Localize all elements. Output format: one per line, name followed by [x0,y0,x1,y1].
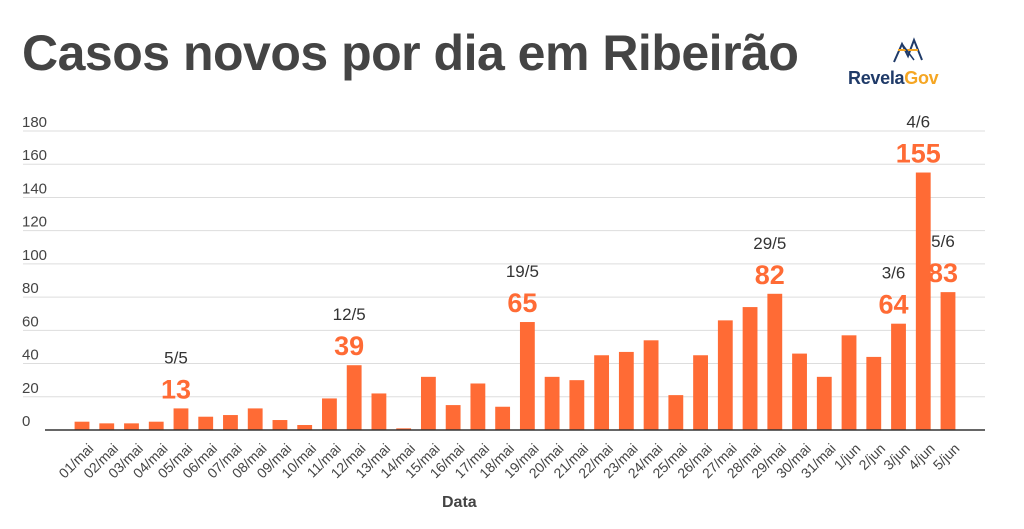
annotation-date: 5/5 [164,348,188,367]
bar [223,415,238,430]
bar [99,423,115,430]
bar [841,335,857,430]
bar [445,405,461,430]
y-tick-label: 140 [22,180,47,197]
y-tick-label: 180 [22,114,47,131]
annotation-date: 5/6 [931,232,955,251]
y-tick-label: 40 [22,347,39,364]
y-tick-label: 20 [22,380,39,397]
bar [346,365,362,430]
bar [544,376,560,430]
bar [173,408,189,430]
bar [495,406,511,430]
annotation-date: 12/5 [333,305,366,324]
revelagov-logo-icon [893,37,923,63]
x-tick-label: 2/jun [855,440,888,473]
bar [322,398,337,430]
x-tick-label: 1/jun [831,440,864,473]
annotation-date: 4/6 [906,113,930,132]
annotation-date: 29/5 [753,234,786,253]
annotation-date: 19/5 [506,262,539,281]
annotation-date: 3/6 [882,264,906,283]
logo-text-part1: Revela [848,68,905,88]
bar [198,416,214,430]
annotations: 5/5 13 12/5 39 19/5 65 29/5 82 3/6 64 4/6 155 5/6 83 [161,113,958,405]
bar [816,376,832,430]
bar [940,292,956,430]
bar [420,376,436,430]
bar [272,420,288,430]
annotation-value: 13 [161,374,191,404]
y-axis-ticks: 0 20 40 60 80 100 120 140 160 180 [22,114,47,430]
x-tick-label: 4/jun [905,440,938,473]
revelagov-logo: RevelaGov [848,36,958,92]
x-axis-ticks: 01/mai02/mai03/mai04/mai05/mai06/mai07/m… [55,440,962,481]
revelagov-logo-text: RevelaGov [848,68,939,89]
annotation-value: 155 [896,139,941,169]
y-tick-label: 120 [22,214,47,231]
y-tick-label: 80 [22,280,39,297]
y-tick-label: 160 [22,147,47,164]
annotation-value: 82 [755,260,785,290]
bar [297,425,313,430]
bar [470,383,486,430]
bar [569,380,585,430]
bar [396,428,412,430]
bar [742,307,758,430]
annotation-value: 39 [334,331,364,361]
x-tick-label: 3/jun [880,440,913,473]
bar [519,322,535,430]
bar [371,393,387,430]
bar [866,356,882,430]
y-tick-label: 60 [22,313,39,330]
bars [74,172,956,430]
bar [891,323,906,430]
bar [668,395,684,430]
bar [148,421,164,430]
bar [717,320,733,430]
annotation-value: 65 [507,288,537,318]
bar [693,355,708,430]
bar [124,423,139,430]
bar [767,293,783,430]
bar [915,172,931,430]
x-tick-label: 5/jun [930,440,963,473]
bar [594,355,610,430]
y-tick-label: 100 [22,247,47,264]
bar [618,351,634,430]
bar [247,408,263,430]
bar [74,421,90,430]
x-axis-label: Data [442,494,477,511]
bar [792,353,807,430]
annotation-value: 83 [928,258,958,288]
logo-text-part2: Gov [904,68,939,88]
chart-title: Casos novos por dia em Ribeirão [22,25,799,81]
annotation-value: 64 [878,290,908,320]
bar [643,340,659,430]
y-tick-label: 0 [22,413,30,430]
